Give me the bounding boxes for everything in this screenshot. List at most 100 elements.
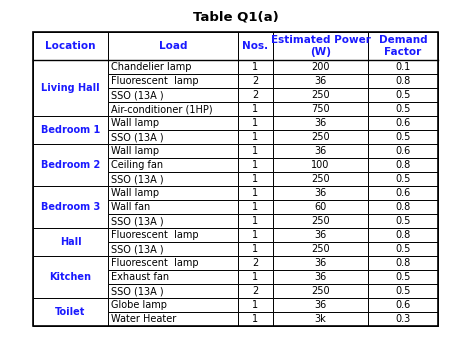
Text: 0.8: 0.8 bbox=[395, 230, 411, 240]
Text: SSO (13A ): SSO (13A ) bbox=[111, 244, 163, 254]
Bar bbox=[238, 32, 273, 60]
Text: 60: 60 bbox=[314, 202, 326, 212]
Text: 2: 2 bbox=[252, 90, 259, 100]
Text: SSO (13A ): SSO (13A ) bbox=[111, 174, 163, 184]
Bar bbox=[238, 130, 273, 144]
Text: 1: 1 bbox=[252, 160, 259, 170]
Text: Estimated Power
(W): Estimated Power (W) bbox=[270, 35, 370, 57]
Bar bbox=[368, 256, 438, 270]
Text: 36: 36 bbox=[314, 146, 326, 156]
Text: 1: 1 bbox=[252, 244, 259, 254]
Bar bbox=[238, 172, 273, 186]
Text: Demand
Factor: Demand Factor bbox=[379, 35, 427, 57]
Text: 1: 1 bbox=[252, 188, 259, 198]
Bar bbox=[368, 200, 438, 214]
Text: 750: 750 bbox=[311, 104, 330, 114]
Text: 1: 1 bbox=[252, 300, 259, 310]
Text: SSO (13A ): SSO (13A ) bbox=[111, 216, 163, 226]
Bar bbox=[273, 298, 368, 312]
Bar bbox=[368, 284, 438, 298]
Bar bbox=[108, 312, 238, 326]
Bar bbox=[238, 312, 273, 326]
Text: Fluorescent  lamp: Fluorescent lamp bbox=[111, 230, 199, 240]
Text: 0.6: 0.6 bbox=[395, 118, 411, 128]
Bar bbox=[273, 116, 368, 130]
Text: 250: 250 bbox=[311, 90, 330, 100]
Text: 36: 36 bbox=[314, 300, 326, 310]
Text: Hall: Hall bbox=[60, 237, 81, 247]
Bar bbox=[368, 242, 438, 256]
Bar bbox=[238, 186, 273, 200]
Text: 250: 250 bbox=[311, 174, 330, 184]
Text: SSO (13A ): SSO (13A ) bbox=[111, 90, 163, 100]
Bar bbox=[273, 74, 368, 88]
Bar bbox=[108, 256, 238, 270]
Bar bbox=[273, 172, 368, 186]
Bar bbox=[33, 298, 108, 326]
Text: SSO (13A ): SSO (13A ) bbox=[111, 132, 163, 142]
Text: Kitchen: Kitchen bbox=[49, 272, 91, 282]
Text: 1: 1 bbox=[252, 314, 259, 324]
Bar bbox=[368, 298, 438, 312]
Bar bbox=[108, 88, 238, 102]
Text: 2: 2 bbox=[252, 258, 259, 268]
Text: 2: 2 bbox=[252, 76, 259, 86]
Text: 1: 1 bbox=[252, 272, 259, 282]
Bar bbox=[273, 214, 368, 228]
Text: 0.8: 0.8 bbox=[395, 76, 411, 86]
Bar bbox=[273, 228, 368, 242]
Text: 1: 1 bbox=[252, 118, 259, 128]
Text: 0.8: 0.8 bbox=[395, 202, 411, 212]
Bar bbox=[368, 102, 438, 116]
Bar bbox=[108, 32, 238, 60]
Text: 0.6: 0.6 bbox=[395, 188, 411, 198]
Bar bbox=[273, 270, 368, 284]
Text: 0.8: 0.8 bbox=[395, 258, 411, 268]
Bar bbox=[33, 256, 108, 298]
Text: Table Q1(a): Table Q1(a) bbox=[193, 10, 278, 23]
Text: Location: Location bbox=[45, 41, 96, 51]
Bar bbox=[33, 60, 108, 116]
Text: 100: 100 bbox=[311, 160, 330, 170]
Bar bbox=[368, 312, 438, 326]
Text: 36: 36 bbox=[314, 118, 326, 128]
Text: Wall lamp: Wall lamp bbox=[111, 118, 159, 128]
Bar bbox=[368, 158, 438, 172]
Bar bbox=[238, 158, 273, 172]
Text: 1: 1 bbox=[252, 202, 259, 212]
Bar bbox=[273, 186, 368, 200]
Text: 0.1: 0.1 bbox=[395, 62, 411, 72]
Bar bbox=[273, 200, 368, 214]
Bar bbox=[368, 186, 438, 200]
Bar bbox=[273, 312, 368, 326]
Bar bbox=[108, 228, 238, 242]
Bar bbox=[368, 172, 438, 186]
Bar bbox=[368, 130, 438, 144]
Bar bbox=[108, 102, 238, 116]
Text: 36: 36 bbox=[314, 258, 326, 268]
Bar bbox=[238, 116, 273, 130]
Bar bbox=[108, 158, 238, 172]
Text: 36: 36 bbox=[314, 76, 326, 86]
Text: Exhaust fan: Exhaust fan bbox=[111, 272, 169, 282]
Bar bbox=[273, 60, 368, 74]
Text: 0.5: 0.5 bbox=[395, 90, 411, 100]
Bar bbox=[238, 228, 273, 242]
Text: 200: 200 bbox=[311, 62, 330, 72]
Text: 1: 1 bbox=[252, 174, 259, 184]
Bar bbox=[238, 298, 273, 312]
Bar bbox=[108, 186, 238, 200]
Text: Fluorescent  lamp: Fluorescent lamp bbox=[111, 258, 199, 268]
Bar bbox=[273, 256, 368, 270]
Bar bbox=[33, 228, 108, 256]
Bar bbox=[273, 284, 368, 298]
Bar bbox=[108, 270, 238, 284]
Text: 0.5: 0.5 bbox=[395, 104, 411, 114]
Bar bbox=[108, 242, 238, 256]
Text: 0.6: 0.6 bbox=[395, 146, 411, 156]
Bar bbox=[238, 256, 273, 270]
Text: Globe lamp: Globe lamp bbox=[111, 300, 167, 310]
Text: Air-conditioner (1HP): Air-conditioner (1HP) bbox=[111, 104, 212, 114]
Text: 250: 250 bbox=[311, 244, 330, 254]
Bar bbox=[238, 60, 273, 74]
